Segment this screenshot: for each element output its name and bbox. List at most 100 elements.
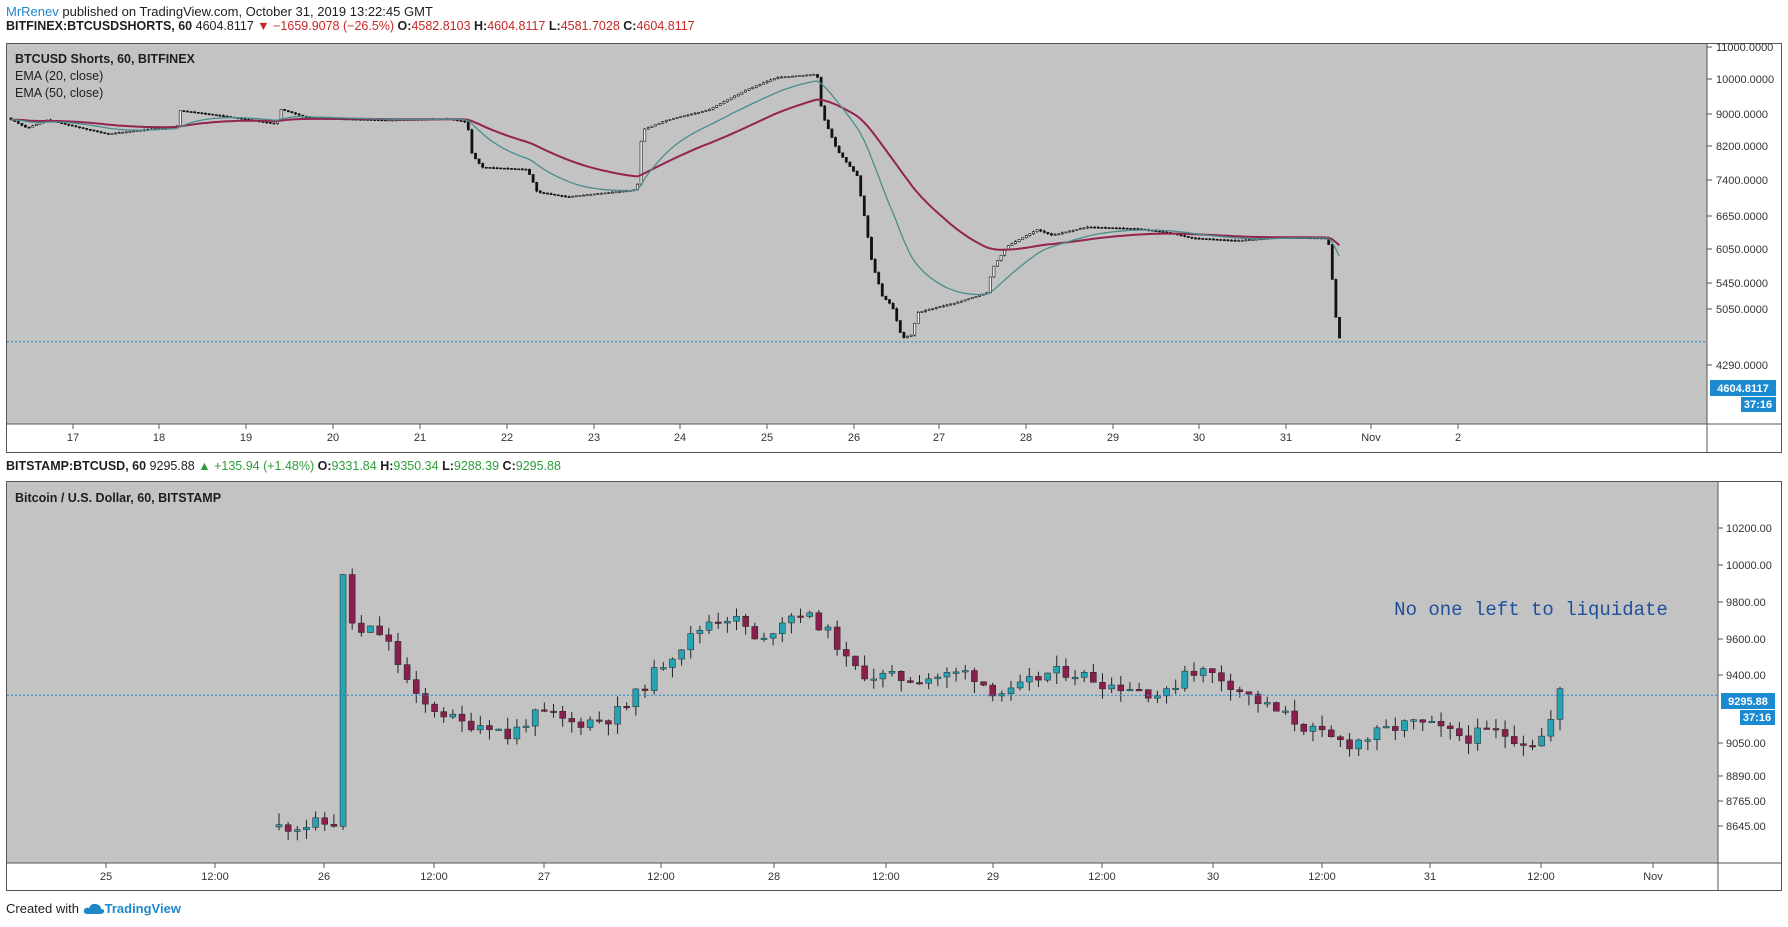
candle-body (657, 122, 661, 125)
candle-body (1089, 226, 1093, 229)
bottom-time-axis[interactable]: 25 12:00 26 12:00 27 12:00 28 12:00 29 12:00 30 12:… (100, 863, 1663, 883)
candle-body (321, 817, 328, 825)
ema20-line (10, 80, 1340, 296)
candle-body (492, 167, 495, 169)
candle-body (682, 115, 686, 117)
candle-body (769, 633, 777, 639)
candle-body (1556, 688, 1564, 720)
candle-body (700, 111, 704, 113)
candle-body (20, 123, 24, 126)
candle-body (610, 191, 614, 194)
candle-body (733, 95, 737, 99)
candle-body (916, 312, 920, 324)
candle-body (367, 625, 374, 633)
candle-body (643, 128, 647, 142)
candle-body (783, 76, 787, 79)
candle-body (729, 97, 733, 101)
candle-body (1163, 688, 1170, 697)
bottom-price-axis[interactable]: 10200.00 10000.00 9800.00 9600.00 9400.00 905… (1718, 523, 1772, 833)
candle-body (1118, 227, 1122, 230)
candle-body (1337, 736, 1344, 740)
candle-body (1099, 682, 1106, 690)
candle-body (1122, 227, 1125, 230)
top-legend-title: BTCUSD Shorts, 60, BITFINEX (15, 52, 195, 66)
candle-body (708, 108, 711, 112)
candle-body (859, 175, 863, 197)
x-tick-label: 22 (501, 432, 513, 444)
candle-body (1392, 726, 1399, 731)
candle-body (790, 75, 794, 78)
candle-body (542, 192, 546, 194)
candle-body (1227, 680, 1234, 690)
bottom-price-label-text: 9295.88 (1728, 696, 1768, 708)
candle-body (506, 167, 510, 170)
candle-body (1237, 240, 1241, 242)
candle-body (1330, 244, 1334, 280)
candle-body (724, 620, 731, 624)
candle-body (502, 167, 506, 170)
publish-info: MrRenev published on TradingView.com, Oc… (6, 4, 433, 19)
candle-body (1291, 710, 1298, 725)
legend-ema50[interactable]: EMA (50, close) (15, 86, 104, 100)
candle-body (736, 93, 740, 97)
author-link[interactable]: MrRenev (6, 4, 59, 19)
top-chart[interactable]: 11000.0000 10000.0000 9000.0000 8200.0000 74… (6, 43, 1782, 453)
candle-body (182, 110, 186, 112)
candle-body (819, 76, 823, 107)
candle-body (862, 195, 866, 216)
candle-body (798, 75, 801, 77)
top-price-axis[interactable]: 11000.0000 10000.0000 9000.0000 8200.0000 74… (1707, 43, 1774, 372)
candle-body (762, 82, 765, 85)
bottom-close: 9295.88 (515, 459, 561, 473)
candle-body (1179, 234, 1183, 237)
tradingview-link[interactable]: TradingView (104, 901, 181, 916)
candle-body (879, 672, 887, 680)
top-close: 4604.8117 (636, 19, 695, 33)
candle-body (1273, 702, 1280, 712)
candle-body (722, 101, 726, 104)
candle-body (1093, 226, 1097, 229)
candle-body (1209, 668, 1216, 673)
candle-body (639, 140, 643, 185)
candle-body (942, 305, 945, 308)
candle-body (358, 622, 365, 633)
candle-body (189, 111, 193, 113)
candle-body (1334, 279, 1338, 318)
candle-body (870, 678, 877, 681)
candle-body (31, 125, 35, 128)
candle-body (1245, 691, 1253, 695)
candle-body (574, 195, 578, 198)
candle-body (63, 123, 67, 125)
candle-body (1199, 668, 1207, 676)
top-legend: BTCUSD Shorts, 60, BITFINEX EMA (20, clo… (15, 51, 195, 102)
x-tick-label: 31 (1280, 432, 1292, 444)
candle-body (805, 74, 809, 77)
x-tick-label: Nov (1361, 432, 1381, 444)
candle-body (1474, 727, 1481, 744)
candle-body (196, 112, 200, 114)
top-time-axis[interactable]: 17 18 19 20 21 22 23 24 25 26 27 28 29 30 31 Nov 2 (67, 424, 1461, 444)
candle-body (776, 77, 780, 79)
candle-body (1080, 672, 1088, 678)
candle-body (1382, 726, 1390, 729)
y-tick-label: 9600.00 (1726, 634, 1766, 646)
candle-body (495, 728, 502, 731)
candle-body (222, 115, 225, 117)
candle-body (884, 295, 888, 301)
candle-body (897, 671, 905, 681)
candle-body (1145, 689, 1152, 699)
candle-body (1226, 239, 1230, 242)
candle-body (806, 612, 813, 617)
candle-body (92, 129, 96, 132)
top-symbol: BITFINEX:BTCUSDSHORTS, 60 (6, 19, 193, 33)
y-tick-label: 10000.0000 (1716, 74, 1774, 86)
candle-body (992, 265, 996, 278)
legend-ema20[interactable]: EMA (20, close) (15, 69, 104, 83)
candle-body (1501, 729, 1509, 737)
candle-body (74, 125, 78, 128)
bottom-chart[interactable]: 10200.00 10000.00 9800.00 9600.00 9400.00 905… (6, 481, 1782, 891)
candle-body (672, 118, 675, 120)
x-tick-label: 28 (1020, 432, 1032, 444)
annotation-text: No one left to liquidate (1394, 599, 1668, 621)
candle-body (1071, 677, 1079, 680)
